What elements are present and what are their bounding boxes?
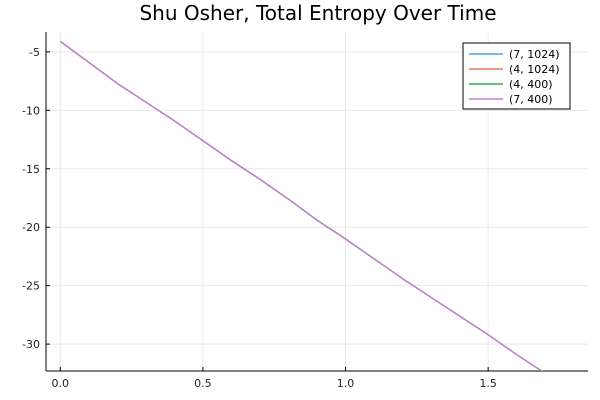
y-tick-label: -15 [22, 163, 40, 176]
series-line [59, 40, 543, 371]
grid [46, 32, 588, 371]
axes: 0.0 0.5 1.0 1.5 -5 -10 -15 -20 -25 -30 [22, 32, 588, 390]
y-tick-label: -5 [29, 46, 40, 59]
series-layer [59, 40, 543, 371]
y-tick-label: -30 [22, 338, 40, 351]
chart-title: Shu Osher, Total Entropy Over Time [139, 1, 496, 25]
legend-label: (4, 400) [509, 78, 553, 91]
y-tick-label: -10 [22, 104, 40, 117]
x-tick-label: 0.5 [194, 377, 212, 390]
y-tick-label: -25 [22, 280, 40, 293]
x-tick-label: 1.5 [479, 377, 497, 390]
legend-label: (7, 400) [509, 93, 553, 106]
legend-box [462, 42, 571, 110]
legend-label: (7, 1024) [509, 48, 560, 61]
legend-label: (4, 1024) [509, 63, 560, 76]
y-tick-label: -20 [22, 221, 40, 234]
x-tick-label: 1.0 [337, 377, 355, 390]
x-tick-label: 0.0 [52, 377, 70, 390]
legend: (7, 1024) (4, 1024) (4, 400) (7, 400) [462, 42, 571, 110]
